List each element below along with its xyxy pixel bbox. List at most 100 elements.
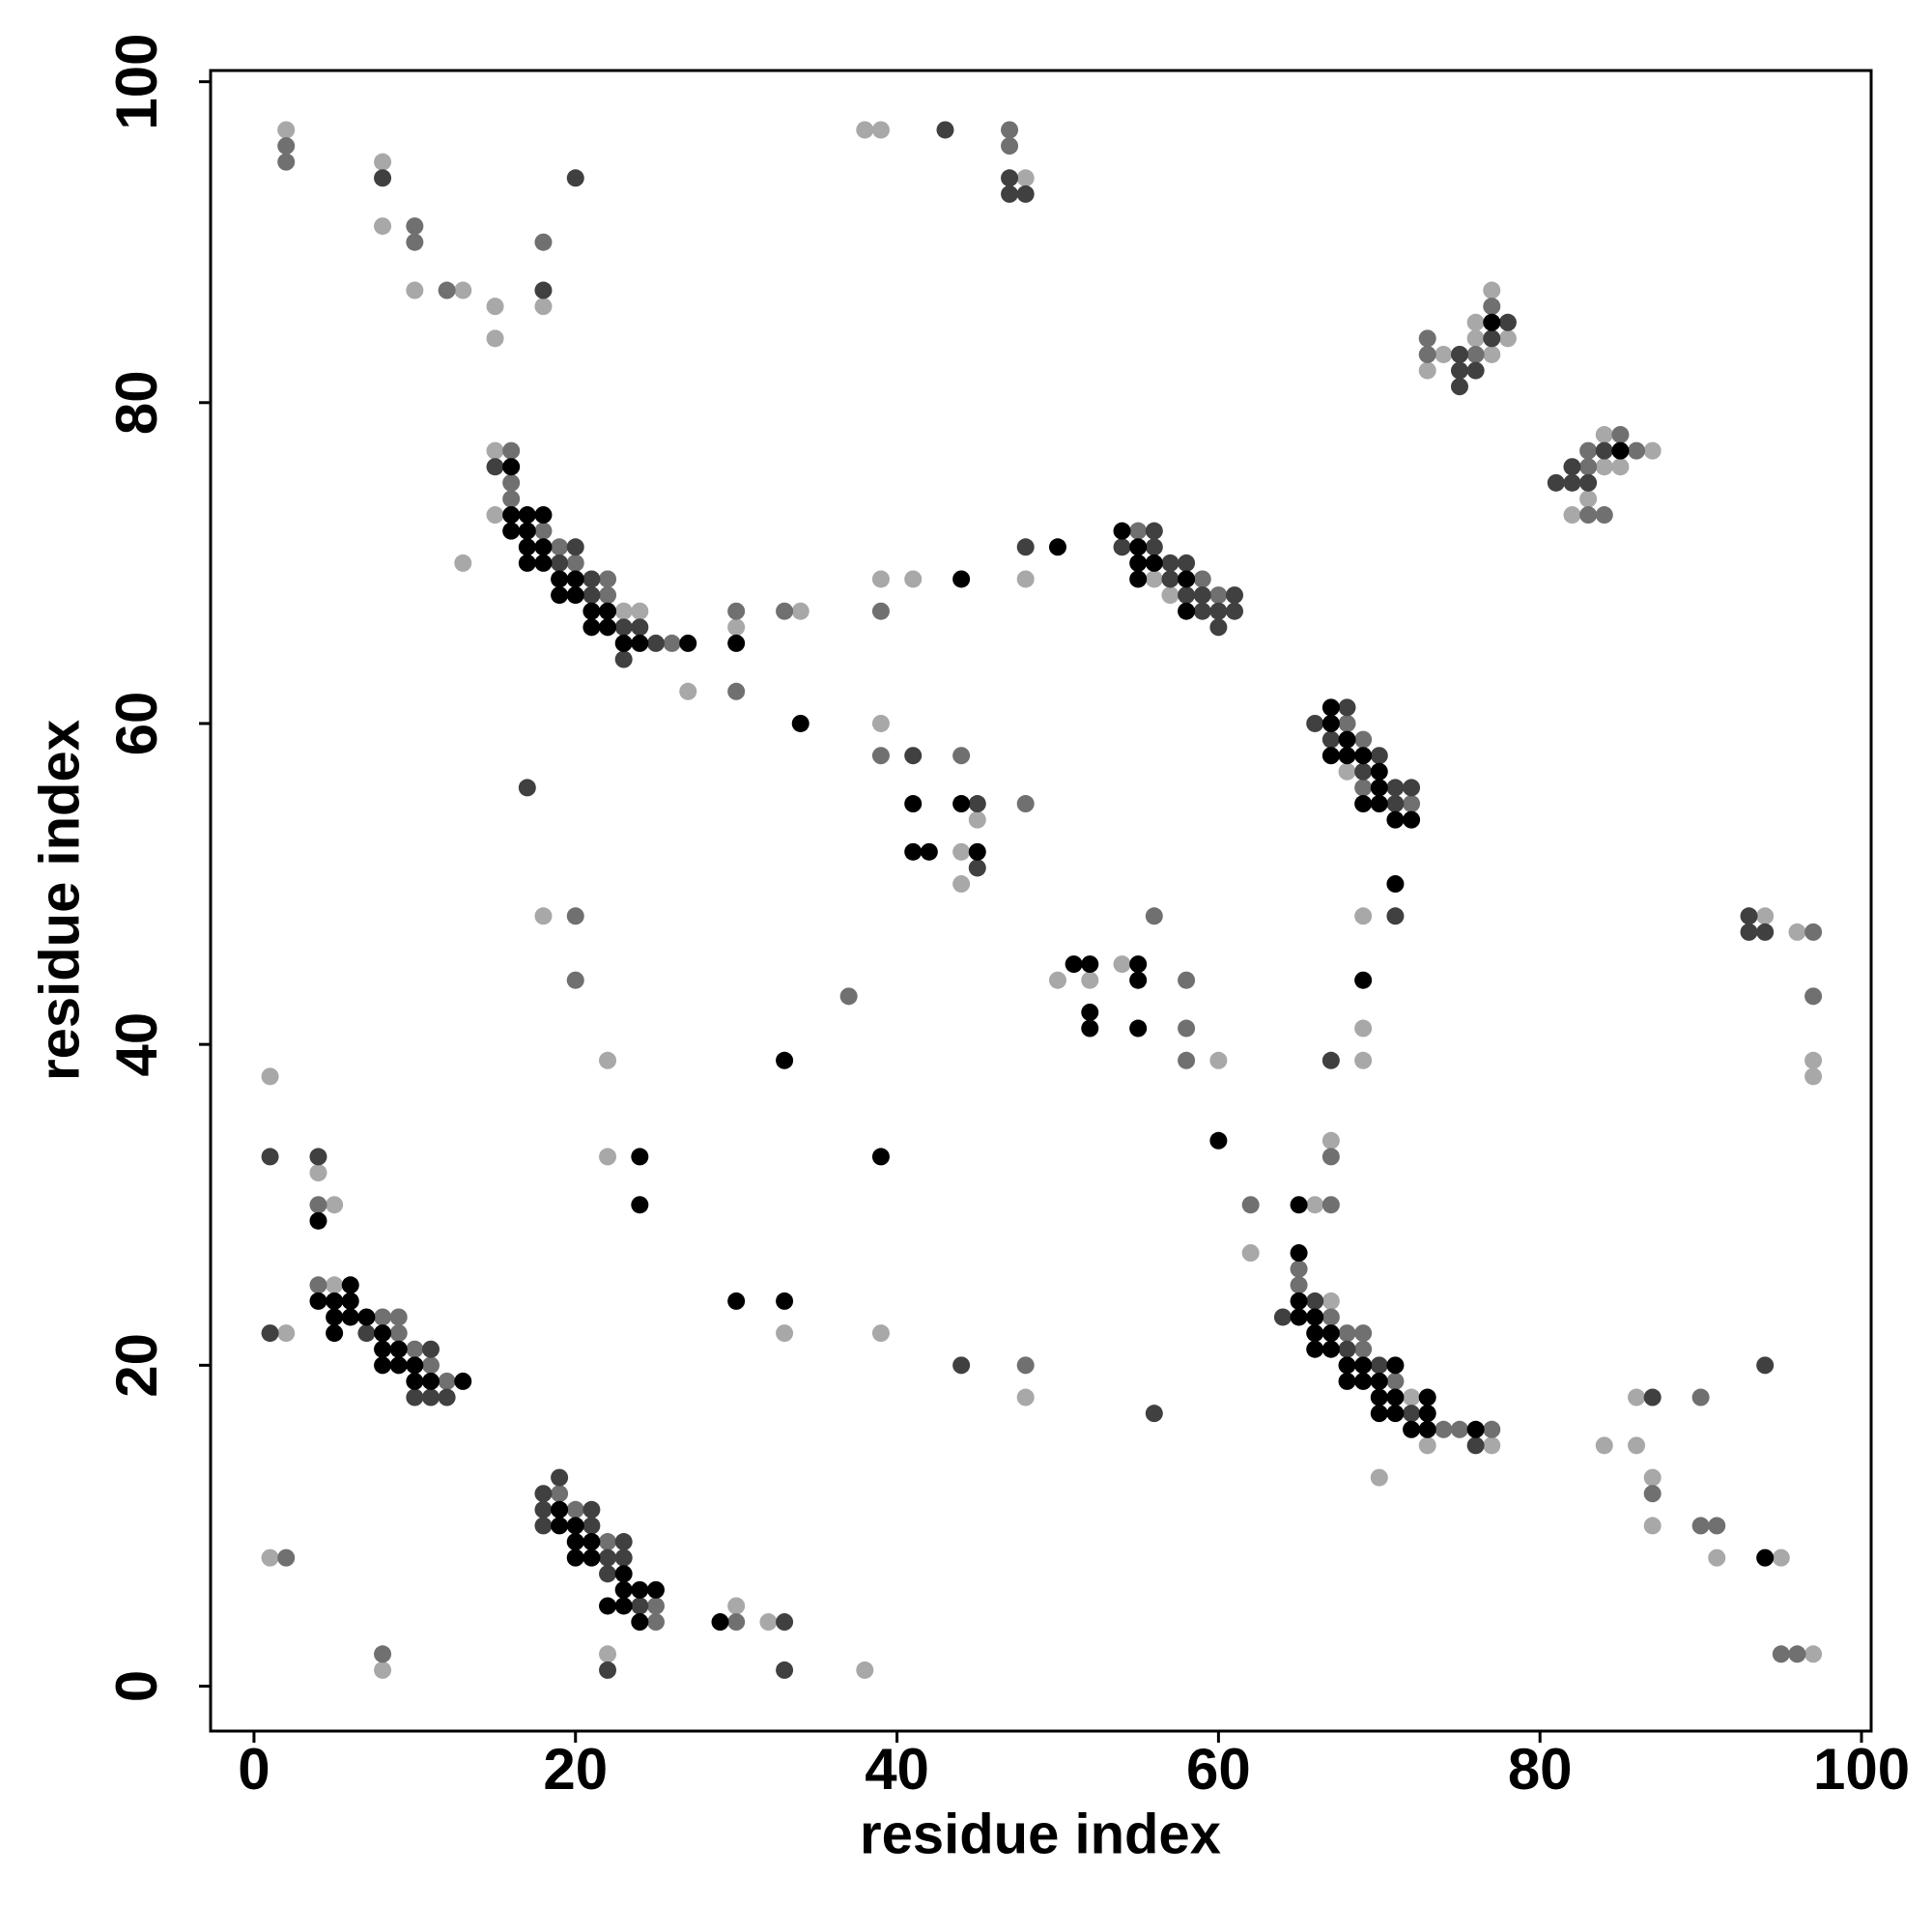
point [326, 1196, 344, 1214]
point [776, 1661, 794, 1679]
point [1081, 971, 1099, 989]
point [1370, 1468, 1388, 1487]
point [968, 842, 986, 861]
point [776, 1613, 794, 1632]
point [454, 1372, 472, 1390]
x-tick-label: 80 [1508, 1737, 1573, 1802]
point [1241, 1244, 1260, 1263]
point [1804, 923, 1823, 941]
point [551, 1517, 569, 1535]
point [1483, 313, 1501, 331]
point [534, 281, 553, 299]
point [1772, 1548, 1790, 1567]
point [791, 714, 810, 732]
point [1386, 795, 1405, 813]
point [776, 602, 794, 620]
point [551, 554, 569, 572]
point [871, 1148, 890, 1166]
point [1756, 1356, 1775, 1375]
point [1354, 907, 1373, 925]
point [1563, 473, 1581, 492]
point [1209, 602, 1228, 620]
point [1756, 1548, 1775, 1567]
point [502, 506, 521, 525]
point [438, 1372, 456, 1390]
point [1290, 1244, 1308, 1263]
point [1016, 169, 1035, 187]
x-axis-title: residue index [860, 1803, 1221, 1865]
point [1321, 1051, 1340, 1069]
point [1354, 971, 1373, 989]
point [551, 1468, 569, 1487]
point [614, 618, 633, 637]
point [1370, 762, 1388, 781]
point [566, 538, 584, 556]
point [518, 506, 536, 525]
point [1804, 1051, 1823, 1069]
point [1403, 795, 1421, 813]
point [1145, 907, 1163, 925]
point [1403, 1388, 1421, 1406]
point [1643, 1485, 1662, 1503]
point [1016, 1388, 1035, 1406]
x-tick-label: 100 [1813, 1737, 1910, 1802]
point [614, 634, 633, 652]
point [1048, 538, 1066, 556]
point [1193, 570, 1211, 588]
point [1354, 762, 1373, 781]
y-tick-label: 0 [104, 1670, 169, 1702]
point [1129, 538, 1148, 556]
point [1226, 586, 1244, 605]
point [1145, 570, 1163, 588]
point [856, 121, 874, 139]
point [277, 153, 296, 171]
point [566, 570, 584, 588]
point [1595, 426, 1613, 444]
point [374, 1340, 392, 1358]
point [871, 121, 890, 139]
point [1290, 1276, 1308, 1294]
point [454, 554, 472, 572]
point [1321, 1292, 1340, 1310]
point [1354, 1356, 1373, 1375]
point [309, 1164, 327, 1182]
point [1081, 955, 1099, 974]
y-tick-label: 60 [104, 692, 169, 756]
point [1595, 441, 1613, 460]
point [1418, 361, 1436, 380]
point [406, 233, 424, 251]
point [920, 842, 938, 861]
point [421, 1372, 440, 1390]
point [1129, 570, 1148, 588]
point [1563, 458, 1581, 476]
point [374, 217, 392, 236]
point [1386, 1388, 1405, 1406]
point [856, 1661, 874, 1679]
point [261, 1148, 279, 1166]
point [776, 1324, 794, 1343]
point [1178, 586, 1196, 605]
point [1290, 1292, 1308, 1310]
point [1001, 185, 1019, 203]
point [1579, 441, 1598, 460]
point [1145, 554, 1163, 572]
point [438, 1388, 456, 1406]
point [486, 506, 504, 525]
point [551, 538, 569, 556]
point [374, 169, 392, 187]
point [599, 1548, 617, 1567]
point [904, 795, 923, 813]
point [566, 971, 584, 989]
point [406, 1372, 424, 1390]
point [1016, 185, 1035, 203]
point [904, 747, 923, 765]
point [1016, 795, 1035, 813]
point [599, 570, 617, 588]
point [1370, 747, 1388, 765]
point [614, 602, 633, 620]
point [631, 634, 649, 652]
point [1628, 1436, 1646, 1455]
point [309, 1276, 327, 1294]
point [374, 153, 392, 171]
point [936, 121, 954, 139]
